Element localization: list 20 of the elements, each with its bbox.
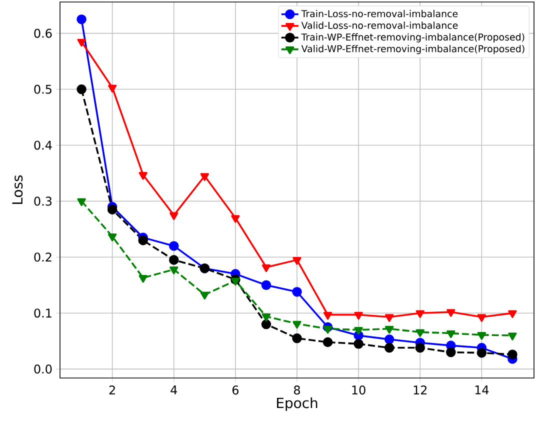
y-tick-label: 0.0 bbox=[34, 364, 52, 374]
legend-label: Train-Loss-no-removal-imbalance bbox=[301, 10, 458, 18]
x-tick-label: 12 bbox=[414, 386, 427, 394]
y-tick-label: 0.6 bbox=[34, 28, 52, 38]
x-tick-label: 10 bbox=[352, 386, 366, 395]
x-axis-title: Epoch bbox=[277, 397, 318, 411]
legend-label: Train-WP-Effnet-removing-imbalance(Proposed) bbox=[301, 33, 524, 42]
y-axis-title: Loss bbox=[12, 175, 23, 204]
y-tick-label: 0.3 bbox=[34, 196, 52, 206]
legend-label: Valid-Loss-no-removal-imbalance bbox=[301, 22, 458, 29]
x-tick-label: 4 bbox=[170, 386, 178, 394]
x-tick-label: 8 bbox=[294, 386, 300, 395]
legend-label: Valid-WP-Effnet-removing-imbalance(Proposed) bbox=[301, 44, 524, 54]
y-tick-label: 0.4 bbox=[34, 140, 52, 150]
x-tick-label: 2 bbox=[109, 386, 115, 394]
x-tick-label: 6 bbox=[232, 386, 238, 395]
y-tick-label: 0.2 bbox=[34, 252, 52, 262]
y-tick-label: 0.5 bbox=[34, 84, 52, 94]
x-tick-label: 14 bbox=[475, 386, 489, 394]
y-tick-label: 0.1 bbox=[34, 308, 52, 318]
